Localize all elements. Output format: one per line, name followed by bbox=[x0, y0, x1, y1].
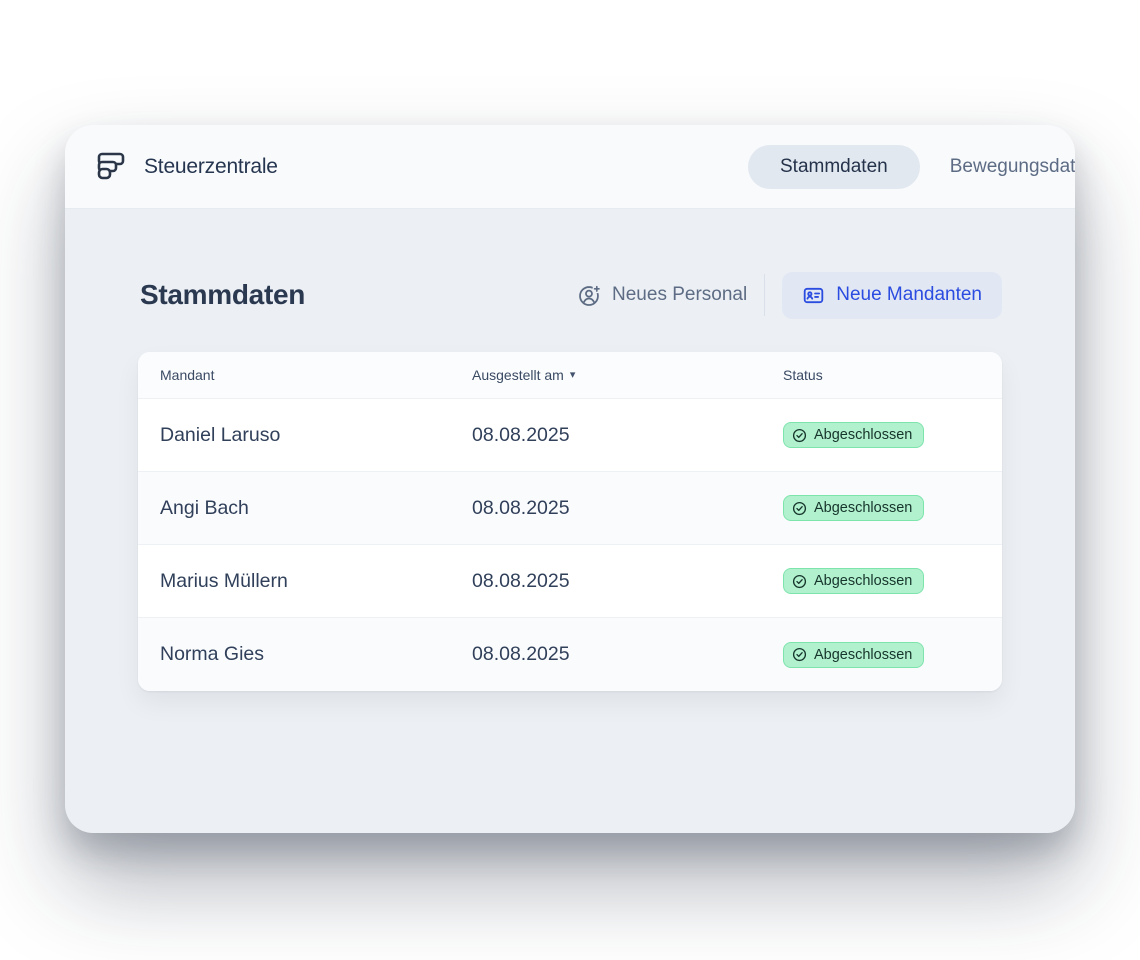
mandant-cell: Marius Müllern bbox=[160, 569, 288, 592]
status-label: Abgeschlossen bbox=[814, 427, 913, 443]
column-header-ausgestellt-am[interactable]: Ausgestellt am ▾ bbox=[472, 367, 576, 383]
column-header-status: Status bbox=[783, 367, 823, 383]
column-header-mandant: Mandant bbox=[160, 367, 215, 383]
topbar: Steuerzentrale Stammdaten Bewegungsdaten bbox=[65, 125, 1075, 209]
status-label: Abgeschlossen bbox=[814, 500, 913, 516]
date-cell: 08.08.2025 bbox=[472, 643, 570, 665]
id-card-icon bbox=[802, 284, 825, 307]
table-row: Daniel Laruso 08.08.2025 Abgeschlossen bbox=[138, 399, 1002, 472]
header-actions: Neues Personal Neue Mandanten bbox=[577, 271, 1002, 319]
table-body: Daniel Laruso 08.08.2025 Abgeschlossen bbox=[138, 399, 1002, 691]
date-cell: 08.08.2025 bbox=[472, 496, 570, 519]
user-plus-icon bbox=[577, 283, 602, 308]
neue-mandanten-button[interactable]: Neue Mandanten bbox=[782, 271, 1002, 319]
status-badge: Abgeschlossen bbox=[783, 568, 925, 594]
section-header: Stammdaten Neues Personal bbox=[140, 271, 1002, 319]
status-badge: Abgeschlossen bbox=[783, 641, 925, 668]
status-label: Abgeschlossen bbox=[814, 646, 913, 663]
mandant-cell: Norma Gies bbox=[160, 643, 265, 665]
actions-divider bbox=[764, 274, 766, 316]
tab-bar: Stammdaten Bewegungsdaten bbox=[748, 125, 1075, 208]
table-header-row: Mandant Ausgestellt am ▾ Status bbox=[138, 352, 1002, 399]
tab-bewegungsdaten[interactable]: Bewegungsdaten bbox=[949, 155, 1075, 177]
mandant-cell: Angi Bach bbox=[160, 496, 249, 519]
mandanten-table: Mandant Ausgestellt am ▾ Status Daniel L… bbox=[138, 352, 1002, 691]
app-title: Steuerzentrale bbox=[144, 154, 278, 178]
app-logo-icon bbox=[93, 149, 129, 185]
date-cell: 08.08.2025 bbox=[472, 569, 570, 592]
table-row: Angi Bach 08.08.2025 Abgeschlossen bbox=[138, 472, 1002, 545]
table-row: Norma Gies 08.08.2025 Abgeschlossen bbox=[138, 618, 1002, 691]
check-circle-icon bbox=[792, 574, 807, 589]
status-badge: Abgeschlossen bbox=[783, 495, 925, 521]
mandant-cell: Daniel Laruso bbox=[160, 423, 281, 446]
status-badge: Abgeschlossen bbox=[783, 422, 925, 448]
check-circle-icon bbox=[792, 428, 807, 443]
sort-desc-icon: ▾ bbox=[569, 368, 576, 381]
neues-personal-button[interactable]: Neues Personal bbox=[577, 283, 747, 308]
neue-mandanten-label: Neue Mandanten bbox=[836, 284, 982, 305]
tab-stammdaten[interactable]: Stammdaten bbox=[748, 144, 920, 189]
date-cell: 08.08.2025 bbox=[472, 423, 570, 446]
check-circle-icon bbox=[792, 501, 807, 516]
page-body: Stammdaten Neues Personal bbox=[65, 271, 1075, 691]
table-row: Marius Müllern 08.08.2025 Abgeschlossen bbox=[138, 545, 1002, 618]
check-circle-icon bbox=[792, 647, 807, 662]
neues-personal-label: Neues Personal bbox=[612, 284, 748, 305]
status-label: Abgeschlossen bbox=[814, 573, 913, 589]
app-window: Steuerzentrale Stammdaten Bewegungsdaten… bbox=[65, 125, 1075, 833]
brand: Steuerzentrale bbox=[93, 149, 278, 185]
page-title: Stammdaten bbox=[140, 279, 306, 310]
